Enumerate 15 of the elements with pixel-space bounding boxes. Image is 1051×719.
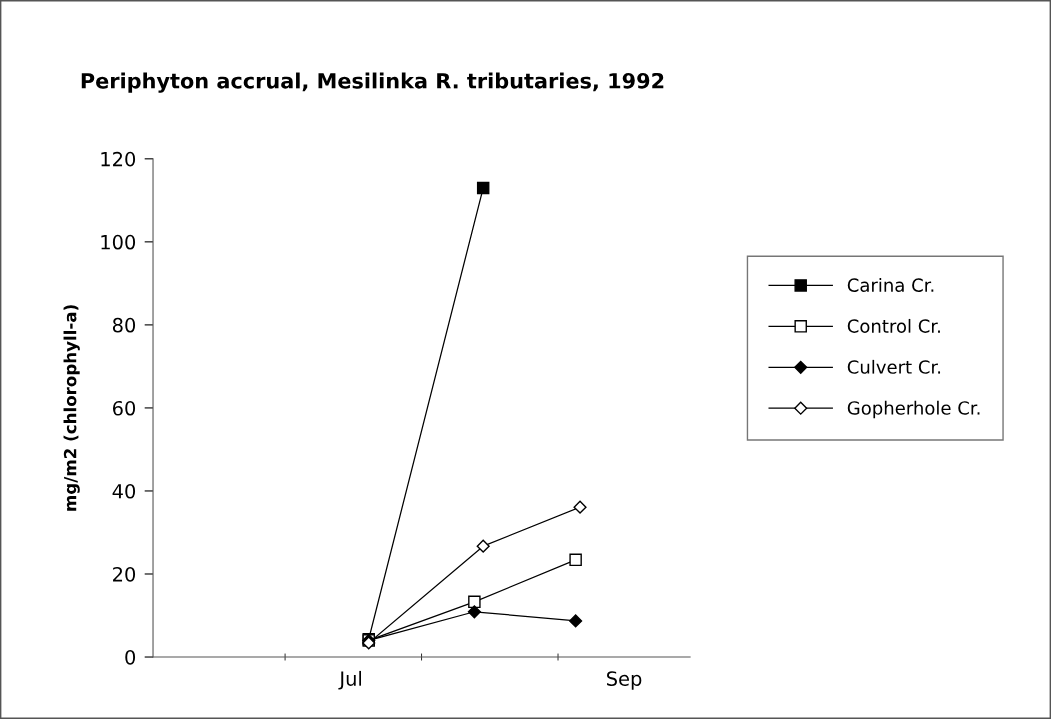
y-tick-label: 20: [113, 566, 136, 582]
y-tick-label: 60: [112, 400, 136, 416]
y-tick-label: 40: [112, 483, 136, 499]
legend-label: Culvert Cr.: [847, 359, 941, 374]
y-tick-label: 80: [112, 317, 136, 333]
legend-label: Control Cr.: [847, 318, 940, 333]
y-tick-label: 0: [125, 649, 136, 665]
legend-label: Carina Cr.: [847, 277, 934, 292]
x-tick-label: Jul: [338, 670, 362, 690]
y-axis-title: mg/m2 (chlorophyll-a): [63, 305, 80, 511]
legend-label: Gopherhole Cr.: [847, 400, 980, 419]
chart-title: Periphyton accrual, Mesilinka R. tributaries, 1992: [81, 72, 664, 93]
y-tick-label: 100: [101, 234, 136, 250]
y-tick-label: 120: [101, 151, 136, 167]
x-tick-label: Sep: [607, 671, 642, 690]
